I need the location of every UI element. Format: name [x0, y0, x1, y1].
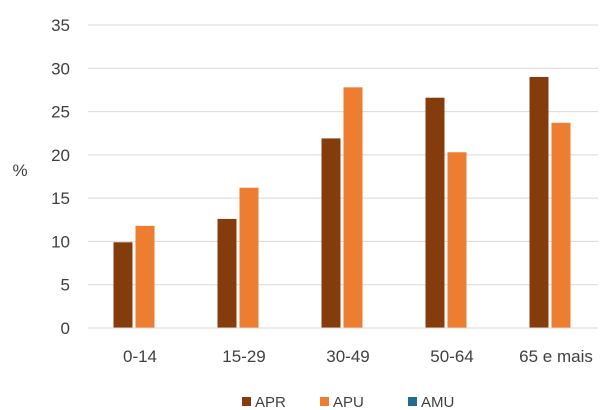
y-tick-label: 5 [61, 276, 70, 295]
bar-apr-1 [217, 218, 237, 328]
bars [113, 76, 571, 329]
y-tick-label: 15 [51, 189, 70, 208]
legend-label-amu: AMU [421, 394, 454, 410]
x-tick-label: 65 e mais [519, 347, 593, 366]
bar-apu-4 [551, 122, 571, 328]
y-tick-label: 20 [51, 146, 70, 165]
gridlines [88, 24, 598, 286]
y-tick-label: 25 [51, 103, 70, 122]
y-tick-label: 30 [51, 59, 70, 78]
x-tick-label: 30-49 [326, 347, 369, 366]
x-tick-label: 0-14 [123, 347, 157, 366]
legend-swatch-apr [242, 397, 251, 406]
legend: APR APU AMU [242, 394, 454, 410]
y-tick-label: 10 [51, 232, 70, 251]
bar-apu-3 [447, 152, 467, 328]
bar-apr-3 [425, 97, 445, 328]
y-tick-label: 0 [61, 319, 70, 338]
bar-apr-2 [321, 138, 341, 328]
x-axis-ticks: 0-14 15-29 30-49 50-64 65 e mais [123, 347, 593, 366]
y-axis-ticks: 0 5 10 15 20 25 30 35 [51, 16, 70, 338]
bar-apr-4 [529, 76, 549, 328]
y-tick-label: 35 [51, 16, 70, 35]
legend-swatch-apu [320, 397, 329, 406]
legend-label-apu: APU [333, 394, 364, 410]
bar-apu-2 [343, 87, 363, 329]
x-tick-label: 15-29 [222, 347, 265, 366]
x-tick-label: 50-64 [430, 347, 473, 366]
bar-apu-0 [135, 225, 155, 328]
bar-apu-1 [239, 187, 259, 328]
legend-label-apr: APR [255, 394, 286, 410]
bar-apr-0 [113, 242, 133, 328]
y-axis-label: % [12, 161, 27, 180]
legend-swatch-amu [408, 397, 417, 406]
